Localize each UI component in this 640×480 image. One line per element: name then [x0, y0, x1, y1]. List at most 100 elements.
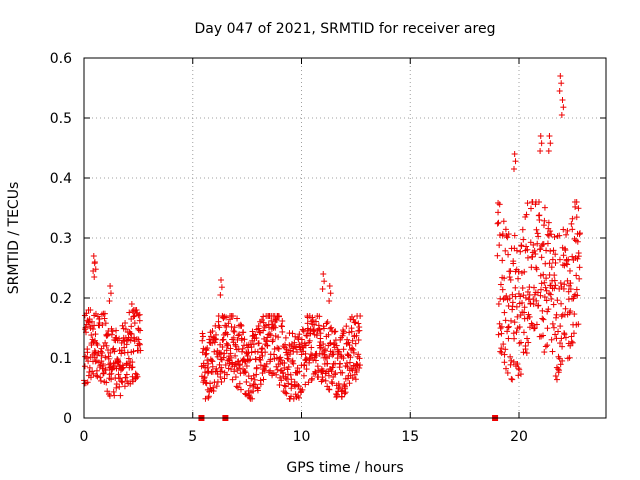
data-point [338, 388, 345, 395]
data-point [288, 376, 295, 383]
data-point [235, 365, 242, 372]
data-point [506, 295, 513, 302]
data-point [283, 346, 290, 353]
data-point [89, 318, 96, 325]
data-point [136, 340, 143, 347]
data-point [222, 361, 229, 368]
data-point [570, 330, 577, 337]
data-point [558, 80, 565, 87]
data-point [537, 148, 544, 154]
data-point [123, 341, 130, 348]
data-point [214, 371, 221, 378]
data-point [273, 371, 280, 378]
data-point [311, 321, 318, 328]
data-point [517, 371, 524, 378]
plot-frame [83, 57, 607, 419]
data-point [263, 360, 270, 367]
data-point [219, 344, 226, 351]
data-point [234, 315, 241, 322]
data-point [502, 247, 509, 254]
data-point [517, 339, 524, 346]
data-point [126, 309, 133, 316]
data-point [548, 231, 555, 238]
data-point [90, 253, 97, 259]
data-point [243, 363, 250, 370]
data-point [504, 328, 511, 335]
data-point [282, 389, 289, 396]
data-point [281, 382, 288, 389]
data-point [99, 365, 106, 372]
data-point [511, 335, 518, 342]
data-point [295, 382, 302, 389]
data-point [503, 293, 510, 300]
data-point [556, 256, 563, 263]
data-point [250, 372, 257, 379]
data-point [107, 349, 114, 356]
data-point [496, 232, 503, 239]
data-point [224, 371, 231, 378]
data-point [548, 264, 555, 271]
data-point [576, 231, 583, 238]
data-point [228, 366, 235, 373]
data-point [346, 380, 353, 387]
data-point [564, 261, 571, 268]
data-point [281, 360, 288, 367]
data-point [306, 313, 313, 319]
data-point [128, 316, 135, 322]
data-point [523, 243, 530, 250]
data-point [547, 291, 554, 298]
data-point [202, 351, 209, 358]
data-point [264, 334, 271, 341]
data-point [240, 329, 247, 336]
data-point [346, 329, 353, 336]
data-point [97, 348, 104, 355]
data-point [331, 328, 338, 335]
data-point [495, 219, 502, 226]
data-point [562, 247, 569, 254]
data-point [269, 321, 276, 328]
data-point [337, 360, 344, 367]
data-point [219, 337, 226, 344]
data-point [342, 383, 349, 390]
data-point [550, 324, 557, 331]
data-point [123, 361, 130, 368]
y-tick-label: 0.6 [50, 51, 72, 67]
data-point [128, 301, 135, 307]
data-point [199, 330, 206, 337]
data-point [515, 372, 522, 379]
data-point [113, 327, 120, 334]
data-point [282, 374, 289, 381]
data-point [507, 276, 514, 283]
data-point [540, 332, 547, 339]
data-point [262, 349, 269, 356]
data-point [548, 295, 555, 302]
data-point [241, 368, 248, 375]
data-point [285, 356, 292, 363]
data-point [229, 376, 236, 383]
data-point [305, 379, 312, 386]
data-point [218, 378, 225, 385]
data-points [81, 73, 584, 421]
data-point [237, 386, 244, 393]
data-point [204, 345, 211, 352]
data-point [118, 350, 125, 357]
data-point [329, 380, 336, 387]
data-point [526, 291, 533, 298]
data-point [254, 387, 261, 394]
data-point [216, 324, 223, 331]
data-point [501, 351, 508, 358]
data-point [108, 331, 115, 338]
data-point [305, 325, 312, 332]
data-point [255, 340, 262, 347]
data-point [93, 367, 100, 374]
data-point [568, 333, 575, 340]
data-point [545, 219, 552, 226]
data-point [236, 331, 243, 338]
data-point [551, 233, 558, 240]
data-point [555, 366, 562, 373]
data-point [556, 367, 563, 374]
data-point [326, 353, 333, 360]
x-tick-label: 20 [510, 429, 528, 445]
data-point [552, 251, 559, 258]
data-point [289, 330, 296, 337]
